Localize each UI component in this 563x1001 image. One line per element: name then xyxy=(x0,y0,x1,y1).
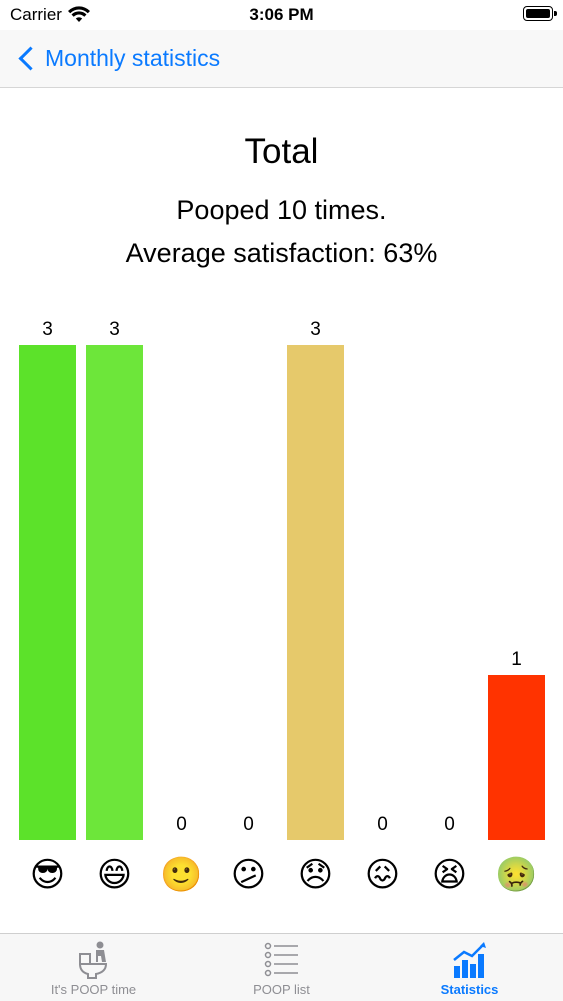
chevron-left-icon xyxy=(18,45,43,71)
back-button[interactable]: Monthly statistics xyxy=(14,40,220,76)
bar-disappointed xyxy=(287,345,344,840)
bar-value-label: 0 xyxy=(444,814,455,835)
bar-value-label: 3 xyxy=(42,319,53,340)
confounded-face-icon: 😖 xyxy=(364,856,401,894)
confused-face-icon: 😕 xyxy=(230,856,267,894)
tab-poop-time[interactable]: It's POOP time xyxy=(0,934,187,1001)
tab-statistics[interactable]: Statistics xyxy=(376,934,563,1001)
average-satisfaction-text: Average satisfaction: 63% xyxy=(125,238,438,268)
tab-statistics-label: Statistics xyxy=(440,982,499,997)
tab-bar: It's POOP time POOP list Statistics xyxy=(0,933,563,1001)
bar-value-label: 0 xyxy=(243,814,254,835)
bar-sunglasses xyxy=(19,345,76,840)
bar-value-label: 3 xyxy=(310,319,321,340)
back-button-label: Monthly statistics xyxy=(45,44,221,71)
bar-value-label: 0 xyxy=(176,814,187,835)
carrier-label: Carrier xyxy=(10,5,62,24)
nauseated-face-icon: 🤢 xyxy=(495,856,538,894)
toilet-person-icon xyxy=(78,941,107,979)
bar-nauseated xyxy=(488,675,545,840)
bar-grinning xyxy=(86,345,143,840)
wifi-icon xyxy=(68,6,90,22)
tab-poop-list[interactable]: POOP list xyxy=(188,934,375,1001)
tab-poop-list-label: POOP list xyxy=(253,982,310,997)
list-icon xyxy=(264,942,298,977)
bar-value-label: 1 xyxy=(511,649,522,670)
tab-poop-time-label: It's POOP time xyxy=(50,982,137,997)
sunglasses-face-icon: 😎 xyxy=(29,856,66,894)
bar-value-label: 0 xyxy=(377,814,388,835)
bar-value-label: 3 xyxy=(109,319,120,340)
slight-smile-face-icon: 🙂 xyxy=(160,856,203,894)
tired-face-icon: 😫 xyxy=(431,856,468,894)
page-title: Total xyxy=(244,132,319,171)
pooped-count-text: Pooped 10 times. xyxy=(176,195,387,225)
chart-icon xyxy=(452,942,486,978)
status-bar: Carrier 3:06 PM xyxy=(0,0,563,30)
battery-icon xyxy=(523,6,557,21)
disappointed-face-icon: 😞 xyxy=(297,856,334,894)
grinning-face-icon: 😄 xyxy=(96,856,133,894)
navigation-bar: Monthly statistics xyxy=(0,30,563,88)
clock: 3:06 PM xyxy=(249,5,314,24)
